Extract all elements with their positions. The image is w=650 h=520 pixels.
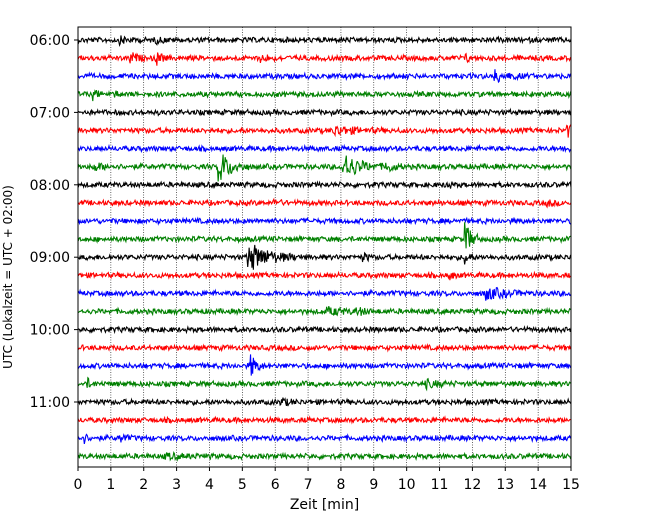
- trace-row-13: [77, 270, 572, 281]
- trace-row-3: [77, 89, 572, 102]
- trace-row-2: [77, 69, 572, 84]
- x-axis: 0 1 2 3 4 5 6 7 8 9 10 11 12 13 14 15: [74, 467, 580, 493]
- x-tick-label: 13: [496, 477, 514, 493]
- trace-layer: [77, 35, 572, 462]
- y-tick-label: 06:00: [30, 33, 70, 49]
- x-tick-label: 9: [369, 477, 378, 493]
- trace-row-12: [77, 244, 572, 270]
- y-tick-label: 09:00: [30, 250, 70, 266]
- grid-layer: [110, 27, 539, 467]
- x-tick-label: 5: [238, 477, 247, 493]
- y-tick-label: 07:00: [30, 105, 70, 121]
- x-tick-label: 3: [172, 477, 181, 493]
- x-tick-label: 15: [562, 477, 580, 493]
- trace-row-8: [77, 180, 572, 190]
- x-tick-label: 4: [205, 477, 214, 493]
- trace-row-15: [77, 306, 572, 317]
- y-axis-label: UTC (Lokalzeit = UTC + 02:00): [1, 185, 15, 369]
- trace-row-5: [77, 124, 572, 138]
- x-axis-label: Zeit [min]: [290, 497, 359, 513]
- x-tick-label: 2: [139, 477, 148, 493]
- x-tick-label: 8: [336, 477, 345, 493]
- trace-row-0: [77, 35, 572, 48]
- trace-row-11: [77, 222, 572, 249]
- trace-row-16: [77, 324, 572, 335]
- y-tick-label: 10:00: [30, 323, 70, 339]
- x-tick-label: 12: [463, 477, 481, 493]
- trace-row-22: [77, 433, 572, 445]
- trace-row-7: [77, 154, 572, 182]
- trace-row-18: [77, 354, 572, 376]
- x-tick-label: 0: [74, 477, 83, 493]
- x-tick-label: 14: [529, 477, 547, 493]
- x-tick-label: 6: [271, 477, 280, 493]
- y-tick-label: 08:00: [30, 178, 70, 194]
- trace-row-10: [77, 216, 572, 226]
- trace-row-20: [77, 397, 572, 407]
- trace-row-23: [77, 450, 572, 462]
- trace-row-14: [77, 286, 572, 301]
- x-tick-label: 10: [398, 477, 416, 493]
- trace-row-19: [77, 376, 572, 392]
- trace-row-6: [77, 143, 572, 154]
- trace-row-17: [77, 343, 572, 353]
- y-tick-label: 11:00: [30, 395, 70, 411]
- trace-row-21: [77, 415, 572, 425]
- y-axis: 06:00 07:00 08:00 09:00 10:00 11:00: [30, 33, 78, 411]
- plot-frame: [77, 26, 572, 468]
- trace-row-9: [77, 197, 572, 209]
- x-tick-label: 11: [431, 477, 449, 493]
- x-tick-label: 7: [304, 477, 313, 493]
- trace-row-4: [77, 107, 572, 118]
- x-tick-label: 1: [106, 477, 115, 493]
- trace-row-1: [77, 52, 572, 66]
